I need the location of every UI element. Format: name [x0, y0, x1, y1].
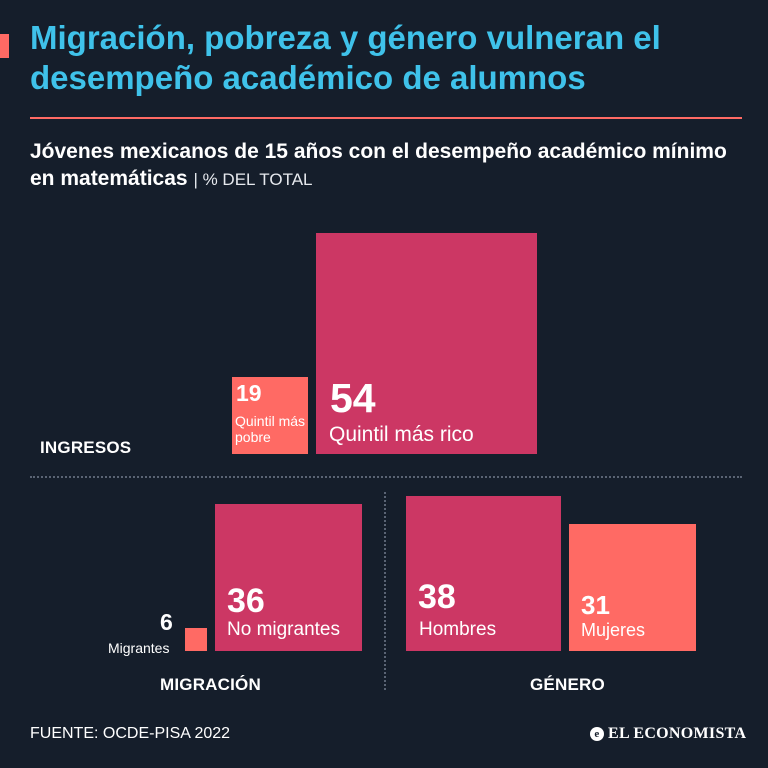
value-label-quintil-mas-pobre: 19 [236, 380, 262, 406]
group-label-ingresos: INGRESOS [40, 438, 132, 457]
value-label-quintil-mas-rico: 54 [330, 375, 376, 421]
group-label-migracion: MIGRACIÓN [160, 675, 261, 694]
category-label-quintil-mas-rico: Quintil más rico [329, 423, 474, 446]
group-label-genero: GÉNERO [530, 675, 605, 694]
box-hombres: 38 Hombres [406, 496, 561, 651]
box-mujeres: 31 Mujeres [569, 524, 696, 651]
category-label-migrantes: Migrantes [108, 640, 170, 656]
title-rule [30, 117, 742, 119]
section-divider-horizontal [30, 476, 742, 478]
section-divider-vertical [384, 492, 386, 690]
category-label-no-migrantes: No migrantes [227, 619, 340, 640]
logo-text: EL ECONOMISTA [608, 725, 747, 742]
box-quintil-mas-rico: 54 Quintil más rico [316, 233, 537, 454]
category-label-quintil-mas-pobre: Quintil más pobre [235, 413, 306, 446]
category-label-hombres: Hombres [419, 619, 497, 640]
value-label-migrantes: 6 [160, 609, 173, 635]
value-label-mujeres: 31 [581, 590, 610, 620]
value-label-no-migrantes: 36 [227, 582, 265, 620]
chart-subtitle: Jóvenes mexicanos de 15 años con el dese… [30, 138, 750, 193]
box-quintil-mas-pobre: 19 Quintil más pobre [232, 377, 308, 454]
subtitle-text: Jóvenes mexicanos de 15 años con el dese… [30, 140, 727, 190]
chart-title: Migración, pobreza y género vulneran el … [30, 19, 661, 96]
category-label-mujeres: Mujeres [581, 620, 646, 640]
box-migrantes [185, 628, 207, 651]
box-no-migrantes: 36 No migrantes [215, 504, 362, 651]
el-economista-logo: e EL ECONOMISTA [590, 725, 746, 743]
unit-label: | % DEL TOTAL [193, 170, 313, 189]
logo-mark-icon: e [590, 727, 604, 741]
source-note: FUENTE: OCDE-PISA 2022 [30, 725, 231, 742]
title-accent-bar [0, 34, 9, 58]
value-label-hombres: 38 [418, 578, 456, 616]
